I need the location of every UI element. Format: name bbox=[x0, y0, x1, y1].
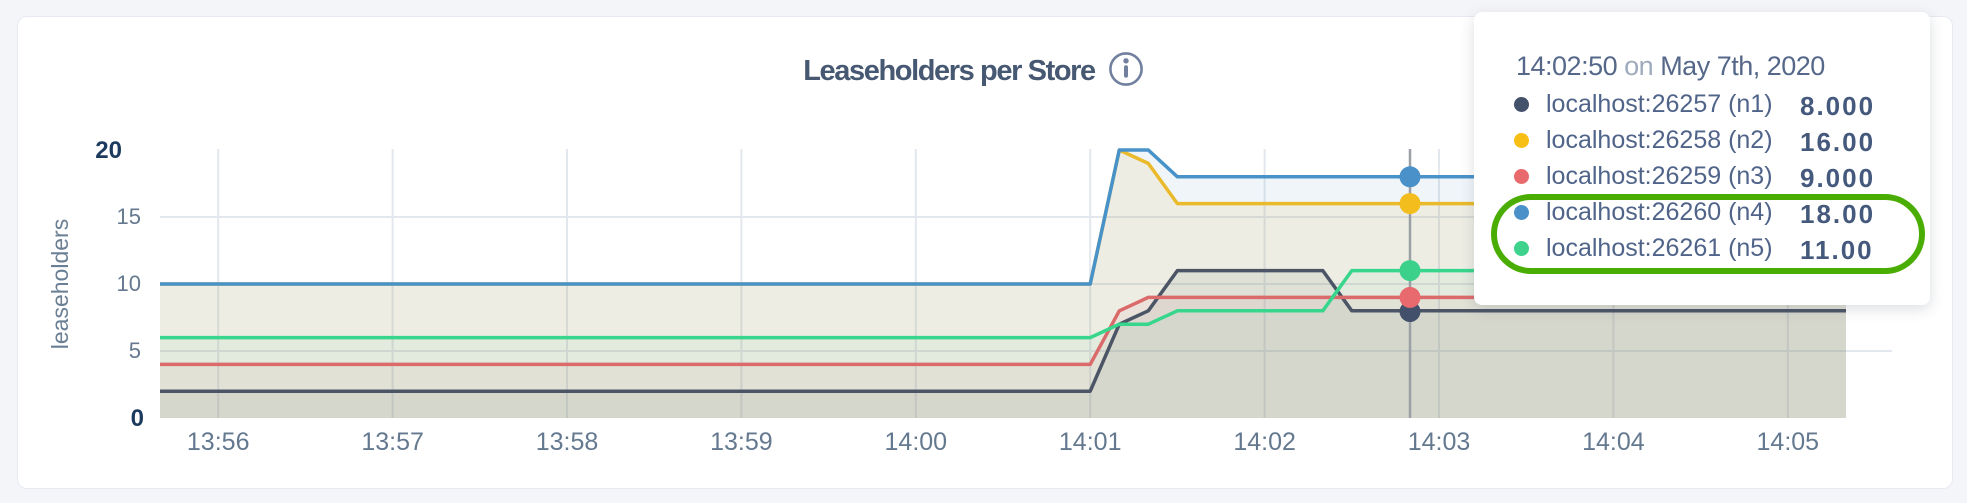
svg-text:14:02: 14:02 bbox=[1233, 428, 1296, 456]
svg-text:leaseholders: leaseholders bbox=[47, 219, 73, 349]
svg-text:15: 15 bbox=[117, 204, 141, 229]
svg-text:13:59: 13:59 bbox=[710, 428, 773, 456]
svg-text:14:03: 14:03 bbox=[1408, 428, 1471, 456]
svg-text:14:05: 14:05 bbox=[1757, 428, 1820, 456]
svg-text:13:57: 13:57 bbox=[361, 428, 424, 456]
svg-text:14:04: 14:04 bbox=[1582, 428, 1645, 456]
svg-text:20: 20 bbox=[95, 137, 122, 164]
svg-text:14:00: 14:00 bbox=[885, 428, 948, 456]
svg-text:13:58: 13:58 bbox=[536, 428, 599, 456]
svg-text:14:01: 14:01 bbox=[1059, 428, 1122, 456]
svg-text:Leaseholders per Store: Leaseholders per Store bbox=[803, 55, 1096, 87]
svg-text:10: 10 bbox=[117, 271, 141, 296]
svg-text:0: 0 bbox=[131, 405, 144, 432]
svg-text:5: 5 bbox=[129, 338, 141, 363]
svg-text:13:56: 13:56 bbox=[187, 428, 250, 456]
